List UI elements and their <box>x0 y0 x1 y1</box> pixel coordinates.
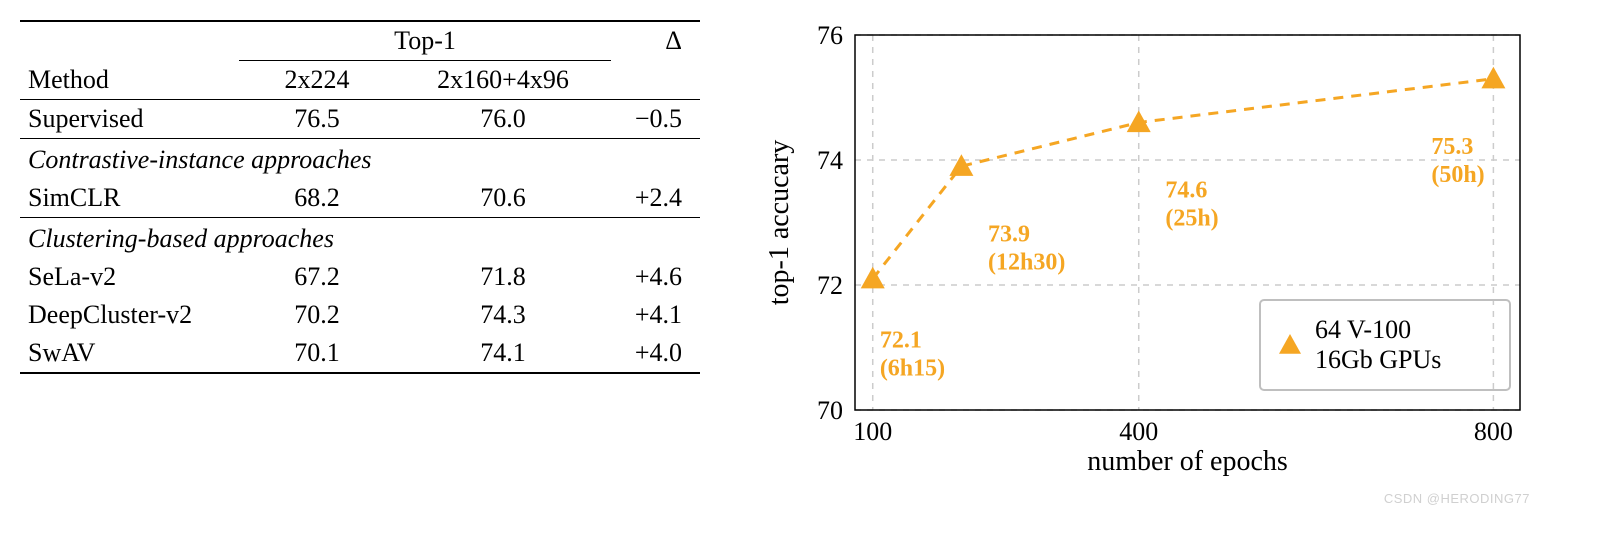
svg-text:74.6: 74.6 <box>1165 178 1207 204</box>
row-swav-b: 74.1 <box>395 334 611 373</box>
row-swav-d: +4.0 <box>611 334 700 373</box>
row-sela-b: 71.8 <box>395 258 611 296</box>
row-simclr-name: SimCLR <box>20 179 239 218</box>
svg-text:800: 800 <box>1474 417 1513 446</box>
section-contrastive-label: Contrastive-instance approaches <box>20 139 700 180</box>
section-clustering-label: Clustering-based approaches <box>20 218 700 259</box>
svg-text:number of epochs: number of epochs <box>1087 446 1288 477</box>
svg-text:72: 72 <box>817 271 843 300</box>
svg-text:(25h): (25h) <box>1165 206 1218 232</box>
row-deepcluster-d: +4.1 <box>611 296 700 334</box>
row-supervised-b: 76.0 <box>395 100 611 139</box>
svg-text:top-1 accucary: top-1 accucary <box>764 140 795 306</box>
results-table: Top-1 Δ Method 2x224 2x160+4x96 Supervis… <box>20 20 700 374</box>
row-deepcluster-a: 70.2 <box>239 296 395 334</box>
svg-text:70: 70 <box>817 396 843 425</box>
svg-text:74: 74 <box>817 146 843 175</box>
row-sela-d: +4.6 <box>611 258 700 296</box>
row-deepcluster-name: DeepCluster-v2 <box>20 296 239 334</box>
header-top1: Top-1 <box>239 21 611 61</box>
row-simclr-d: +2.4 <box>611 179 700 218</box>
row-supervised-name: Supervised <box>20 100 239 139</box>
svg-text:75.3: 75.3 <box>1431 134 1473 160</box>
svg-text:400: 400 <box>1119 417 1158 446</box>
svg-text:64 V-100: 64 V-100 <box>1315 315 1411 344</box>
row-supervised-a: 76.5 <box>239 100 395 139</box>
row-sela-name: SeLa-v2 <box>20 258 239 296</box>
svg-text:76: 76 <box>817 21 843 50</box>
row-swav-name: SwAV <box>20 334 239 373</box>
header-method: Method <box>20 61 239 100</box>
row-simclr-b: 70.6 <box>395 179 611 218</box>
header-delta: Δ <box>611 21 700 61</box>
row-simclr-a: 68.2 <box>239 179 395 218</box>
watermark: CSDN @HERODING77 <box>1384 491 1530 506</box>
svg-text:16Gb GPUs: 16Gb GPUs <box>1315 345 1441 374</box>
svg-text:72.1: 72.1 <box>880 328 922 354</box>
svg-text:73.9: 73.9 <box>988 221 1030 247</box>
svg-text:100: 100 <box>853 417 892 446</box>
row-deepcluster-b: 74.3 <box>395 296 611 334</box>
accuracy-chart: 100 400 800 70 72 74 76 72.1(6h15) 73.9(12h30) 74… <box>760 20 1540 480</box>
header-col-a: 2x224 <box>239 61 395 100</box>
svg-text:(12h30): (12h30) <box>988 249 1065 275</box>
row-supervised-d: −0.5 <box>611 100 700 139</box>
svg-text:(50h): (50h) <box>1431 162 1484 188</box>
svg-text:(6h15): (6h15) <box>880 356 945 382</box>
header-col-b: 2x160+4x96 <box>395 61 611 100</box>
row-sela-a: 67.2 <box>239 258 395 296</box>
row-swav-a: 70.1 <box>239 334 395 373</box>
